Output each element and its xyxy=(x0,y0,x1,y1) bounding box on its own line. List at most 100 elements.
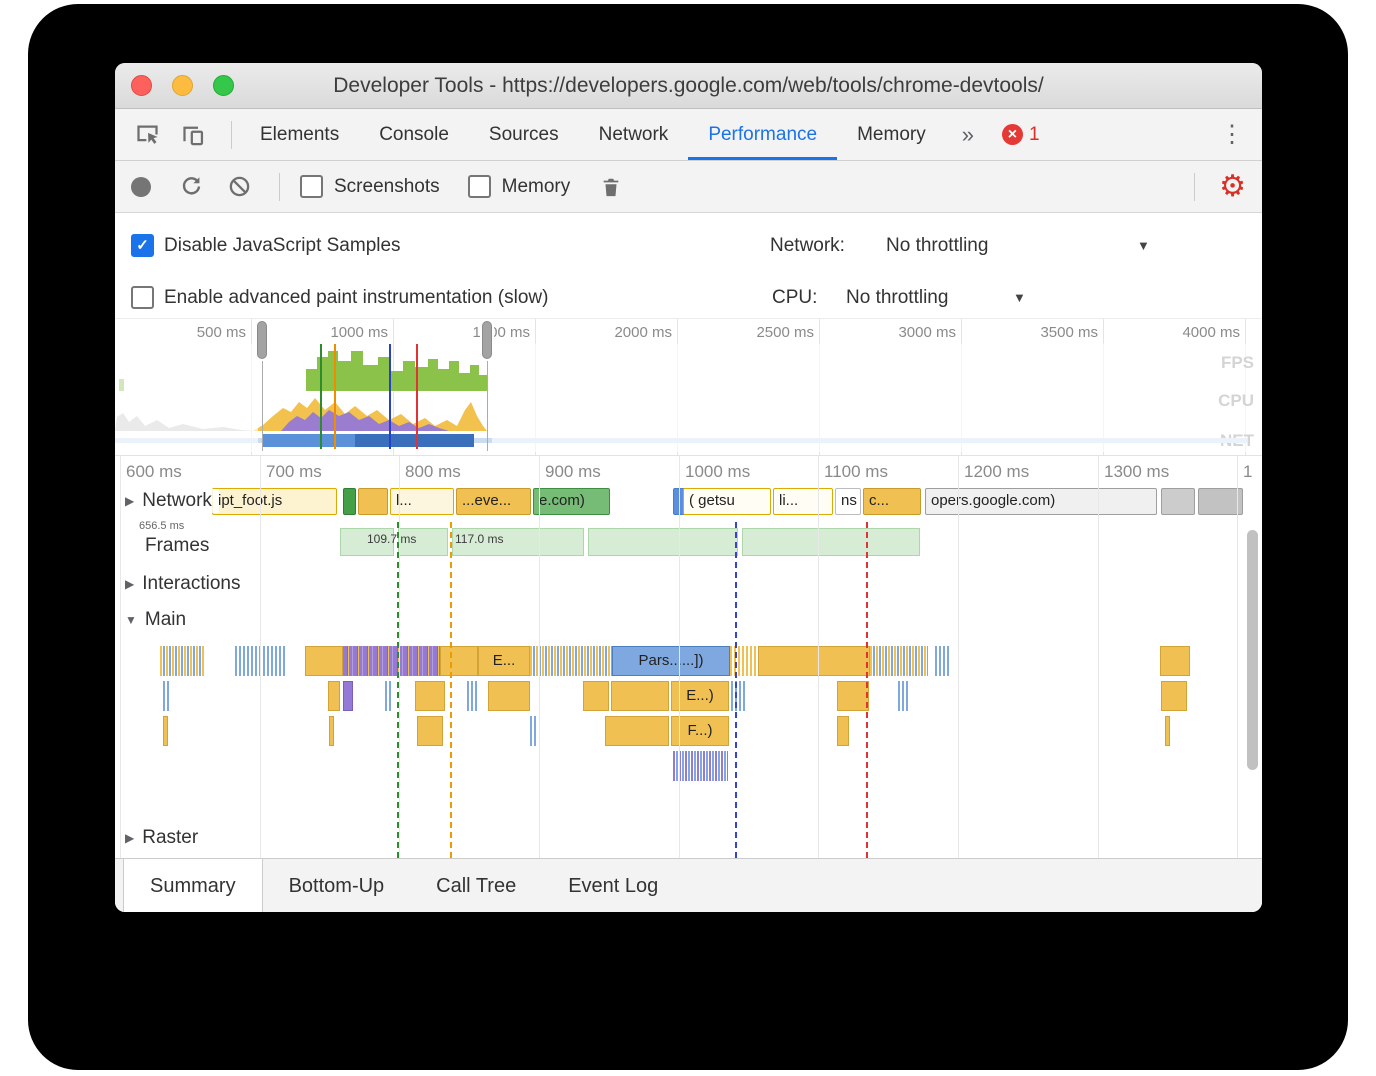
network-request[interactable] xyxy=(1161,488,1195,515)
interactions-track-header[interactable]: ▶ Interactions xyxy=(121,572,247,596)
settings-gear-icon[interactable]: ⚙ xyxy=(1219,169,1246,203)
raster-track-header[interactable]: ▶ Raster xyxy=(121,826,205,850)
timeline-overview[interactable]: 500 ms 1000 ms 1500 ms 2000 ms 2500 ms 3000 m… xyxy=(115,319,1262,456)
flame-bar[interactable] xyxy=(730,646,758,676)
flame-bar[interactable] xyxy=(673,751,728,781)
flame-bar[interactable] xyxy=(415,681,445,711)
flame-bar[interactable] xyxy=(440,646,478,676)
timeline-detail[interactable]: ▶ Network ipt_foot.js l... ...eve... e.com)… xyxy=(115,456,1262,858)
flame-bar[interactable] xyxy=(530,646,612,676)
network-request[interactable] xyxy=(1198,488,1243,515)
flame-bar[interactable] xyxy=(935,646,950,676)
zoom-window-button[interactable] xyxy=(213,75,234,96)
flame-bar[interactable] xyxy=(163,716,168,746)
device-toolbar-icon[interactable] xyxy=(177,119,209,151)
network-track-header[interactable]: ▶ Network xyxy=(121,489,219,513)
network-request[interactable]: e.com) xyxy=(533,488,610,515)
grid-line xyxy=(818,456,819,858)
divider xyxy=(279,172,280,201)
frame-bar[interactable] xyxy=(742,528,920,556)
flame-bar[interactable] xyxy=(837,681,869,711)
record-button[interactable] xyxy=(131,176,151,197)
flame-bar[interactable] xyxy=(870,646,928,676)
kebab-menu-icon[interactable]: ⋮ xyxy=(1220,121,1244,148)
close-window-button[interactable] xyxy=(131,75,152,96)
inspect-element-icon[interactable] xyxy=(131,119,163,151)
bottom-tab-bottomup[interactable]: Bottom-Up xyxy=(288,874,385,897)
cpu-throttle-select[interactable]: No throttling xyxy=(846,287,949,308)
overview-marker-line xyxy=(334,344,336,449)
flame-bar[interactable] xyxy=(605,716,669,746)
network-request[interactable]: li... xyxy=(773,488,833,515)
minimize-window-button[interactable] xyxy=(172,75,193,96)
network-request[interactable]: ...eve... xyxy=(456,488,531,515)
flame-bar[interactable] xyxy=(758,646,870,676)
flame-bar[interactable] xyxy=(163,681,171,711)
tab-elements[interactable]: Elements xyxy=(260,123,340,145)
network-request[interactable] xyxy=(343,488,356,515)
error-badge[interactable]: × 1 xyxy=(1001,124,1040,146)
flame-bar[interactable]: E... xyxy=(478,646,530,676)
flame-bar[interactable] xyxy=(1165,716,1170,746)
network-caret-icon[interactable]: ▼ xyxy=(1137,238,1150,253)
network-request[interactable] xyxy=(358,488,388,515)
fps-bar xyxy=(378,357,390,391)
flame-bar[interactable] xyxy=(731,681,745,711)
disable-js-samples-checkbox[interactable]: ✓ xyxy=(131,234,154,257)
screenshots-checkbox[interactable] xyxy=(300,175,323,198)
flame-bar[interactable] xyxy=(343,646,440,676)
flame-bar[interactable] xyxy=(385,681,393,711)
flame-bar[interactable] xyxy=(898,681,908,711)
bottom-tabbar: Summary Bottom-Up Call Tree Event Log xyxy=(115,858,1262,912)
tab-sources[interactable]: Sources xyxy=(488,123,559,145)
bottom-tab-summary[interactable]: Summary xyxy=(123,859,263,912)
tab-memory[interactable]: Memory xyxy=(857,123,926,145)
flame-bar[interactable] xyxy=(343,681,353,711)
fps-bar xyxy=(363,365,378,391)
tab-console[interactable]: Console xyxy=(379,123,449,145)
flame-bar[interactable] xyxy=(329,716,334,746)
network-request[interactable]: opers.google.com) xyxy=(925,488,1157,515)
fps-bar xyxy=(449,361,459,391)
clear-recording-icon[interactable] xyxy=(228,175,251,198)
tab-performance[interactable]: Performance xyxy=(688,109,837,160)
frame-bar[interactable] xyxy=(452,528,584,556)
flame-bar[interactable] xyxy=(583,681,609,711)
vertical-scrollbar[interactable] xyxy=(1247,530,1258,770)
flame-bar[interactable]: Pars......]) xyxy=(612,646,730,676)
network-request[interactable]: ( getsu xyxy=(683,488,771,515)
selection-handle-right[interactable] xyxy=(482,321,492,359)
flame-bar[interactable] xyxy=(305,646,343,676)
flame-bar[interactable] xyxy=(1160,646,1190,676)
network-throttle-select[interactable]: No throttling xyxy=(886,235,989,256)
main-track-header[interactable]: ▼ Main xyxy=(121,608,193,632)
frame-bar[interactable] xyxy=(340,528,394,556)
cpu-caret-icon[interactable]: ▼ xyxy=(1013,290,1026,305)
flame-bar[interactable]: F...) xyxy=(671,716,729,746)
flame-bar[interactable] xyxy=(837,716,849,746)
flame-bar[interactable] xyxy=(467,681,477,711)
network-request[interactable]: ipt_foot.js xyxy=(212,488,337,515)
more-tabs-chevron[interactable]: » xyxy=(961,121,974,147)
flame-bar[interactable] xyxy=(1161,681,1187,711)
flame-bar[interactable] xyxy=(530,716,536,746)
flame-bar[interactable] xyxy=(611,681,669,711)
flame-bar[interactable]: E...) xyxy=(671,681,729,711)
flame-bar[interactable] xyxy=(417,716,443,746)
network-request[interactable]: c... xyxy=(863,488,921,515)
frames-track-header[interactable]: Frames xyxy=(141,534,216,558)
bottom-tab-eventlog[interactable]: Event Log xyxy=(568,874,659,897)
network-request[interactable]: ns xyxy=(835,488,861,515)
ruler-label: 700 ms xyxy=(266,462,322,481)
flame-bar[interactable] xyxy=(160,646,205,676)
trash-icon[interactable] xyxy=(600,175,622,199)
selection-handle-left[interactable] xyxy=(257,321,267,359)
advanced-paint-checkbox[interactable] xyxy=(131,286,154,309)
bottom-tab-calltree[interactable]: Call Tree xyxy=(436,874,517,897)
frame-bar[interactable] xyxy=(588,528,738,556)
tab-network[interactable]: Network xyxy=(598,123,669,145)
memory-checkbox[interactable] xyxy=(467,175,491,198)
reload-and-record-icon[interactable] xyxy=(179,174,204,199)
flame-bar[interactable] xyxy=(328,681,340,711)
flame-bar[interactable] xyxy=(488,681,530,711)
